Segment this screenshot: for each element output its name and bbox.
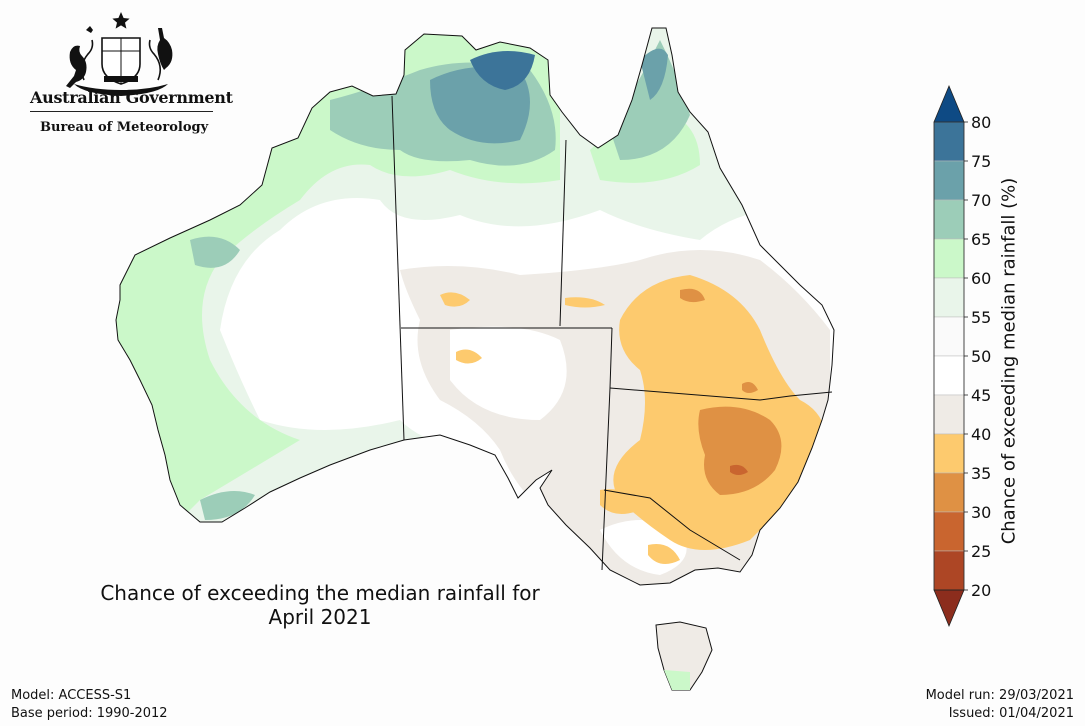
map-title-line1: Chance of exceeding the median rainfall … bbox=[100, 581, 540, 605]
colorbar-top-arrow bbox=[933, 84, 965, 123]
colorbar: 80 75 70 65 60 55 50 45 40 35 30 25 20 bbox=[933, 84, 991, 628]
colorbar-bin bbox=[933, 160, 965, 201]
colorbar-bin bbox=[933, 511, 965, 552]
colorbar-tick-label: 55 bbox=[971, 308, 991, 327]
coat-of-arms-logo bbox=[66, 12, 173, 96]
run-info: Model run: 29/03/2021 Issued: 01/04/2021 bbox=[926, 687, 1074, 723]
colorbar-tick-label: 25 bbox=[971, 542, 991, 561]
colorbar-bin bbox=[933, 433, 965, 474]
colorbar-bin bbox=[933, 394, 965, 435]
colorbar-bin bbox=[933, 121, 965, 162]
colorbar-bin bbox=[933, 550, 965, 591]
colorbar-bin bbox=[933, 316, 965, 357]
colorbar-tick-label: 65 bbox=[971, 230, 991, 249]
colorbar-bin bbox=[933, 199, 965, 240]
colorbar-tick-label: 20 bbox=[971, 581, 991, 600]
colorbar-tick-label: 50 bbox=[971, 347, 991, 366]
colorbar-bin bbox=[933, 355, 965, 396]
base-period: Base period: 1990-2012 bbox=[11, 706, 168, 721]
colorbar-bottom-arrow bbox=[933, 589, 965, 628]
colorbar-tick-label: 35 bbox=[971, 464, 991, 483]
colorbar-tick-label: 80 bbox=[971, 113, 991, 132]
model-info: Model: ACCESS-S1 Base period: 1990-2012 bbox=[11, 687, 168, 723]
colorbar-tick-label: 30 bbox=[971, 503, 991, 522]
colorbar-bin bbox=[933, 472, 965, 513]
colorbar-tick-label: 70 bbox=[971, 191, 991, 210]
model-run-date: Model run: 29/03/2021 bbox=[925, 688, 1074, 703]
map-title-line2: April 2021 bbox=[268, 605, 372, 629]
colorbar-tick-label: 60 bbox=[971, 269, 991, 288]
issued-date: Issued: 01/04/2021 bbox=[948, 706, 1074, 721]
colorbar-tick-label: 75 bbox=[971, 152, 991, 171]
colorbar-bin bbox=[933, 277, 965, 318]
colorbar-tick-label: 40 bbox=[971, 425, 991, 444]
australia-map bbox=[115, 27, 835, 691]
colorbar-tick-label: 45 bbox=[971, 386, 991, 405]
map-title: Chance of exceeding the median rainfall … bbox=[70, 581, 570, 629]
model-name: Model: ACCESS-S1 bbox=[11, 688, 132, 703]
government-name: Australian Government bbox=[30, 88, 233, 107]
agency-name: Bureau of Meteorology bbox=[40, 120, 209, 135]
colorbar-bin bbox=[933, 238, 965, 279]
colorbar-label: Chance of exceeding median rainfall (%) bbox=[998, 177, 1020, 545]
logo-divider bbox=[30, 111, 213, 112]
state-borders bbox=[391, 95, 833, 571]
